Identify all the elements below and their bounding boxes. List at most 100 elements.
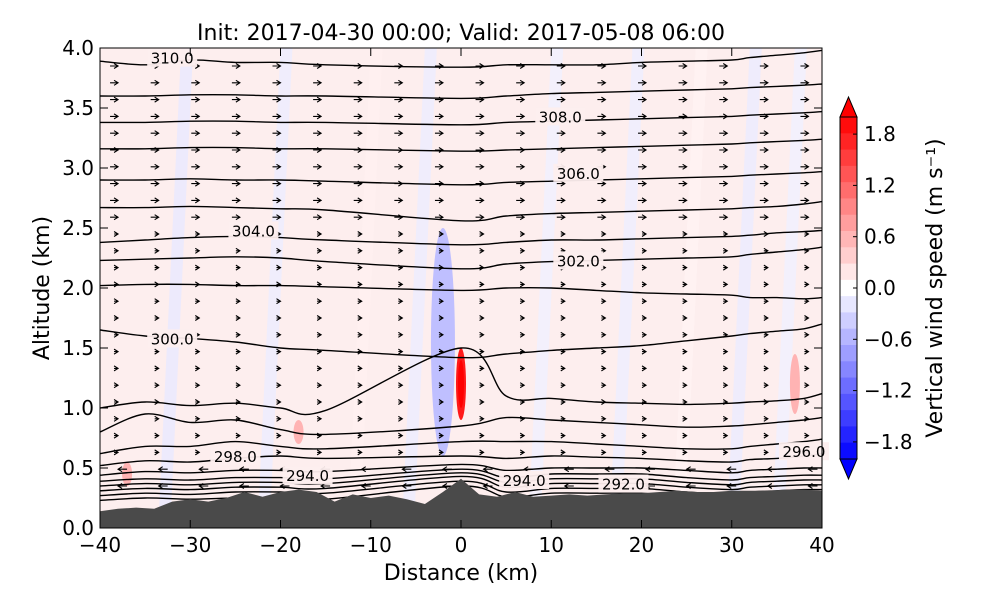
wind-arrow xyxy=(722,415,729,422)
wind-arrow xyxy=(276,449,282,456)
wind-arrow xyxy=(113,348,120,355)
wind-arrow xyxy=(434,163,444,170)
wind-arrow xyxy=(438,247,444,254)
wind-arrow xyxy=(110,163,120,170)
wind-arrow xyxy=(398,449,404,456)
wind-arrow xyxy=(150,113,160,120)
wind-arrow xyxy=(722,399,729,405)
colorbar-band xyxy=(840,263,857,281)
wind-arrow xyxy=(235,331,241,338)
contour-label-bg xyxy=(147,48,198,67)
wind-arrow xyxy=(638,180,648,187)
wind-arrow xyxy=(516,113,526,120)
wind-arrow xyxy=(482,466,493,473)
wind-arrow xyxy=(394,214,404,221)
wind-arrow xyxy=(272,147,282,153)
colorbar-band xyxy=(840,328,857,346)
wind-arrow xyxy=(441,466,452,473)
wind-arrow xyxy=(560,298,566,305)
wind-arrow xyxy=(110,96,120,103)
wind-arrow xyxy=(597,96,607,103)
contour-label-bg xyxy=(282,466,333,485)
wind-arrow xyxy=(357,449,363,456)
wind-arrow xyxy=(519,331,526,338)
wind-arrow xyxy=(313,214,323,221)
wind-arrow xyxy=(194,264,201,271)
wind-arrow xyxy=(678,197,688,204)
wind-arrow xyxy=(516,79,526,86)
wind-arrow xyxy=(519,264,526,271)
wind-arrow xyxy=(276,264,282,271)
wind-arrow xyxy=(479,449,485,456)
wind-feature-2 xyxy=(789,354,800,414)
wind-arrow xyxy=(759,96,769,103)
wind-arrow xyxy=(766,466,777,473)
wind-arrow xyxy=(800,214,810,221)
wind-arrow xyxy=(638,147,648,153)
wind-arrow xyxy=(719,130,729,137)
wind-arrow xyxy=(479,298,485,305)
wind-arrow xyxy=(150,147,160,153)
wind-arrow xyxy=(191,147,201,153)
wind-arrow xyxy=(519,432,526,439)
wind-arrow xyxy=(560,415,566,422)
wind-feature-core-0 xyxy=(458,360,464,408)
x-tick-label: 20 xyxy=(629,533,654,557)
x-tick-label: −40 xyxy=(79,533,121,557)
wind-arrow xyxy=(556,130,566,137)
wind-arrow xyxy=(601,365,607,372)
wind-arrow xyxy=(597,180,607,187)
y-tick-label: 2.5 xyxy=(62,216,94,240)
wind-arrow xyxy=(804,399,810,405)
wind-arrow xyxy=(516,63,526,69)
wind-arrow xyxy=(556,147,566,153)
wind-arrow xyxy=(438,399,444,405)
wind-arrow xyxy=(641,449,648,456)
wind-arrow xyxy=(398,415,404,422)
wind-arrow xyxy=(560,331,566,338)
wind-arrow xyxy=(601,331,607,338)
wind-arrow xyxy=(678,214,688,221)
wind-arrow xyxy=(272,180,282,187)
wind-arrow xyxy=(601,231,607,237)
isentrope-line-13 xyxy=(100,229,822,246)
wind-arrow xyxy=(357,231,363,237)
contour-label: 294.0 xyxy=(503,472,546,490)
isentrope-line-11 xyxy=(100,283,822,300)
wind-arrow xyxy=(722,348,729,355)
wind-arrow xyxy=(763,281,769,288)
wind-arrow xyxy=(804,382,810,389)
wind-arrow xyxy=(601,382,607,389)
wind-arrow xyxy=(438,298,444,305)
wind-arrow xyxy=(235,264,241,271)
wind-arrow xyxy=(235,315,241,321)
wind-arrow xyxy=(556,96,566,103)
wind-arrow xyxy=(638,130,648,137)
wind-feature-1 xyxy=(430,228,455,456)
y-tick-label: 0.5 xyxy=(62,456,94,480)
wind-arrow xyxy=(194,399,201,405)
wind-arrow xyxy=(113,315,120,321)
wind-arrow xyxy=(398,382,404,389)
wind-arrow xyxy=(438,264,444,271)
wind-arrow xyxy=(519,365,526,372)
wind-arrow xyxy=(235,298,241,305)
terrain-fill xyxy=(100,478,822,528)
wind-arrow xyxy=(638,63,648,69)
wind-arrow xyxy=(194,382,201,389)
colorbar-band xyxy=(840,149,857,167)
wind-arrow xyxy=(316,315,323,321)
wind-arrow xyxy=(475,163,485,170)
wind-arrow xyxy=(475,147,485,153)
wind-arrow xyxy=(722,432,729,439)
contour-label: 310.0 xyxy=(151,50,194,68)
wind-arrow xyxy=(641,264,648,271)
wind-arrow xyxy=(719,163,729,170)
wind-arrow xyxy=(231,147,241,153)
colorbar-tick-label: 0.0 xyxy=(864,276,896,300)
wind-arrow xyxy=(763,264,769,271)
wind-arrow xyxy=(150,180,160,187)
wind-arrow xyxy=(644,466,656,473)
wind-arrow xyxy=(516,214,526,221)
wind-arrow xyxy=(556,79,566,86)
